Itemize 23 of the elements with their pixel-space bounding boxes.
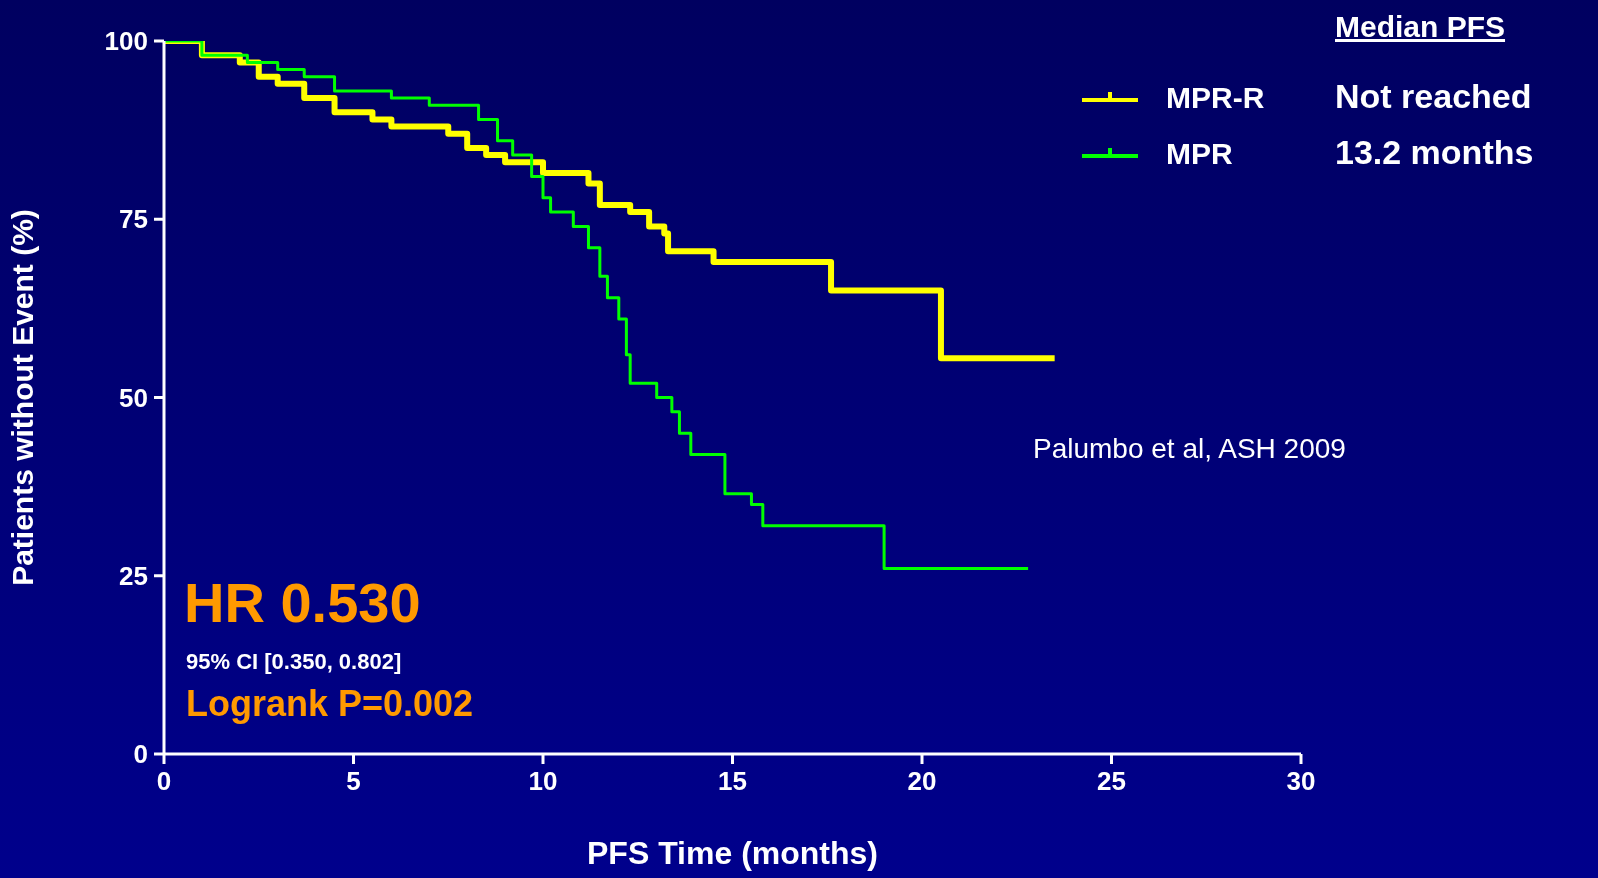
x-tick-label: 20 [907,766,937,797]
y-tick-label: 0 [133,739,148,770]
x-tick-label: 25 [1097,766,1126,797]
x-tick-label: 15 [718,766,747,797]
x-tick-label: 0 [156,766,172,797]
y-tick-label: 25 [119,560,148,591]
y-tick-label: 100 [104,26,148,57]
y-tick-label: 75 [119,204,148,235]
text: 13.2 months [1335,133,1534,172]
annotation: HR 0.530 [184,571,421,634]
legend-label: MPR-R [1166,81,1265,115]
legend-title: Median PFS [1335,10,1506,44]
x-tick-label: 30 [1286,766,1316,797]
annotation: Palumbo et al, ASH 2009 [1033,433,1346,465]
annotation: Logrank P=0.002 [186,683,474,724]
y-tick-label: 50 [119,382,148,413]
legend-label: MPR [1166,137,1233,171]
x-tick-label: 10 [528,766,558,797]
text: Not reached [1335,77,1532,116]
x-tick-label: 5 [346,766,361,797]
y-axis-title: Patients without Event (%) [5,209,39,586]
x-axis-title: PFS Time (months) [587,835,878,871]
annotation: 95% CI [0.350, 0.802] [186,649,402,675]
